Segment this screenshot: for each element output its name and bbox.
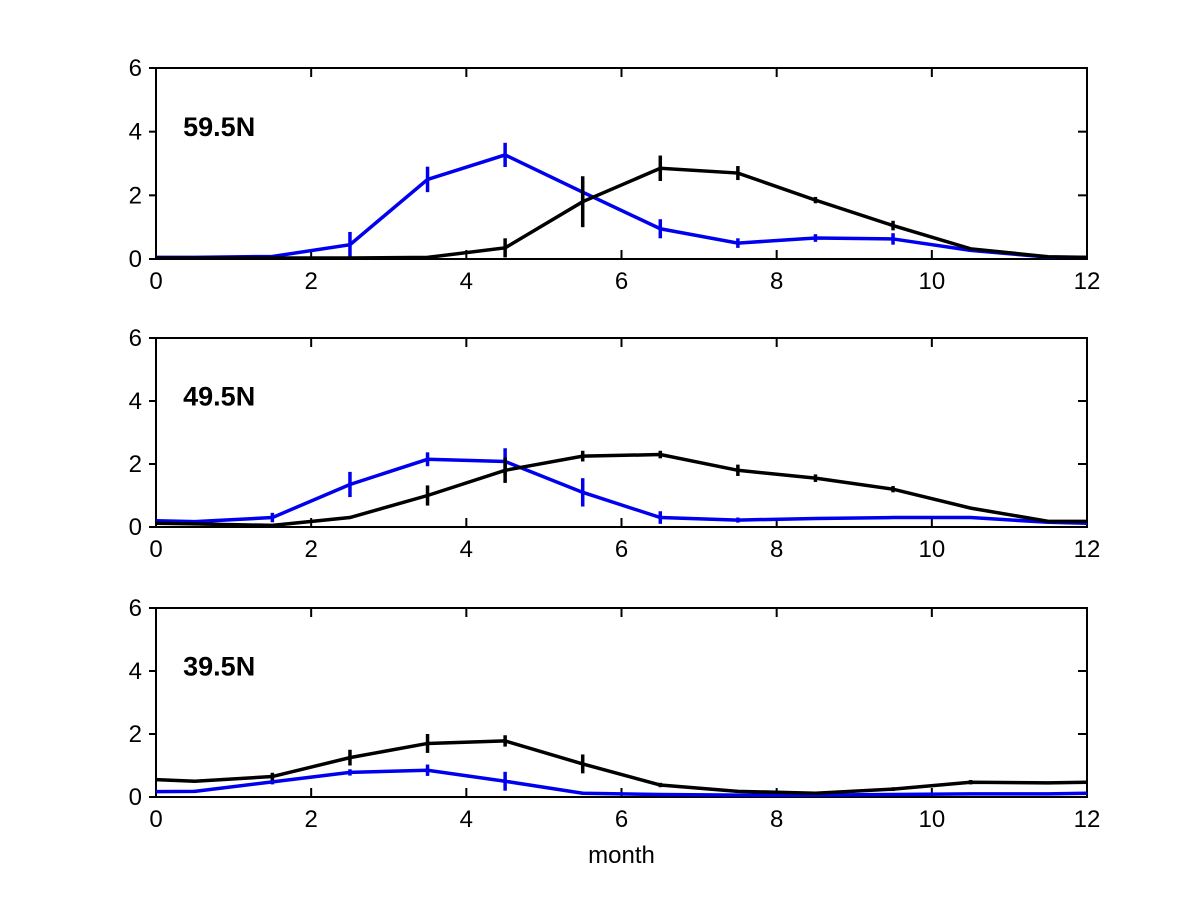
x-tick-label: 10 xyxy=(918,536,945,563)
x-tick-label: 2 xyxy=(304,268,317,295)
blue-series-line xyxy=(155,457,1088,525)
axes-box xyxy=(155,607,1088,798)
x-tick-label: 0 xyxy=(149,536,162,563)
x-axis-title: month xyxy=(588,842,655,869)
x-tick-label: 12 xyxy=(1074,536,1101,563)
x-tick-label: 2 xyxy=(304,536,317,563)
y-tick-label: 6 xyxy=(129,595,142,622)
x-tick-label: 10 xyxy=(918,268,945,295)
panel-label: 49.5N xyxy=(183,381,255,411)
panel-label: 59.5N xyxy=(183,112,255,142)
axes-box xyxy=(155,337,1088,528)
y-tick-label: 0 xyxy=(129,246,142,273)
y-tick-label: 4 xyxy=(129,388,142,415)
x-tick-label: 12 xyxy=(1074,268,1101,295)
black-series-line xyxy=(155,739,1088,795)
x-tick-label: 12 xyxy=(1074,806,1101,833)
black-series-line xyxy=(156,166,1088,260)
x-tick-label: 0 xyxy=(149,268,162,295)
y-tick-label: 0 xyxy=(129,514,142,541)
y-tick-label: 2 xyxy=(129,451,142,478)
x-tick-label: 4 xyxy=(460,806,473,833)
blue-series-line xyxy=(155,768,1088,797)
y-tick-label: 2 xyxy=(129,721,142,748)
axes-box xyxy=(155,67,1088,260)
x-tick-label: 10 xyxy=(918,806,945,833)
blue-series-line xyxy=(156,153,1088,260)
y-tick-label: 6 xyxy=(129,55,142,82)
x-tick-label: 2 xyxy=(304,806,317,833)
y-tick-label: 6 xyxy=(129,325,142,352)
x-tick-label: 6 xyxy=(615,268,628,295)
x-tick-label: 4 xyxy=(460,268,473,295)
x-tick-label: 6 xyxy=(615,536,628,563)
panel-39.5N: 0 2 4 6 8 10 12 0 2 4 6 39.5N xyxy=(129,595,1101,833)
black-series-line xyxy=(155,452,1087,528)
panel-59.5N: 0 2 4 6 8 10 12 0 2 4 6 59.5N xyxy=(129,55,1101,295)
x-tick-label: 8 xyxy=(770,536,783,563)
x-tick-label: 4 xyxy=(460,536,473,563)
x-tick-label: 0 xyxy=(149,806,162,833)
y-tick-label: 2 xyxy=(129,182,142,209)
x-tick-label: 6 xyxy=(615,806,628,833)
y-tick-label: 4 xyxy=(129,658,142,685)
panel-49.5N: 0 2 4 6 8 10 12 0 2 4 6 49.5N xyxy=(129,325,1101,563)
x-tick-label: 8 xyxy=(770,806,783,833)
y-tick-label: 4 xyxy=(129,119,142,146)
y-tick-label: 0 xyxy=(129,784,142,811)
x-tick-label: 8 xyxy=(770,268,783,295)
panel-label: 39.5N xyxy=(183,651,255,681)
